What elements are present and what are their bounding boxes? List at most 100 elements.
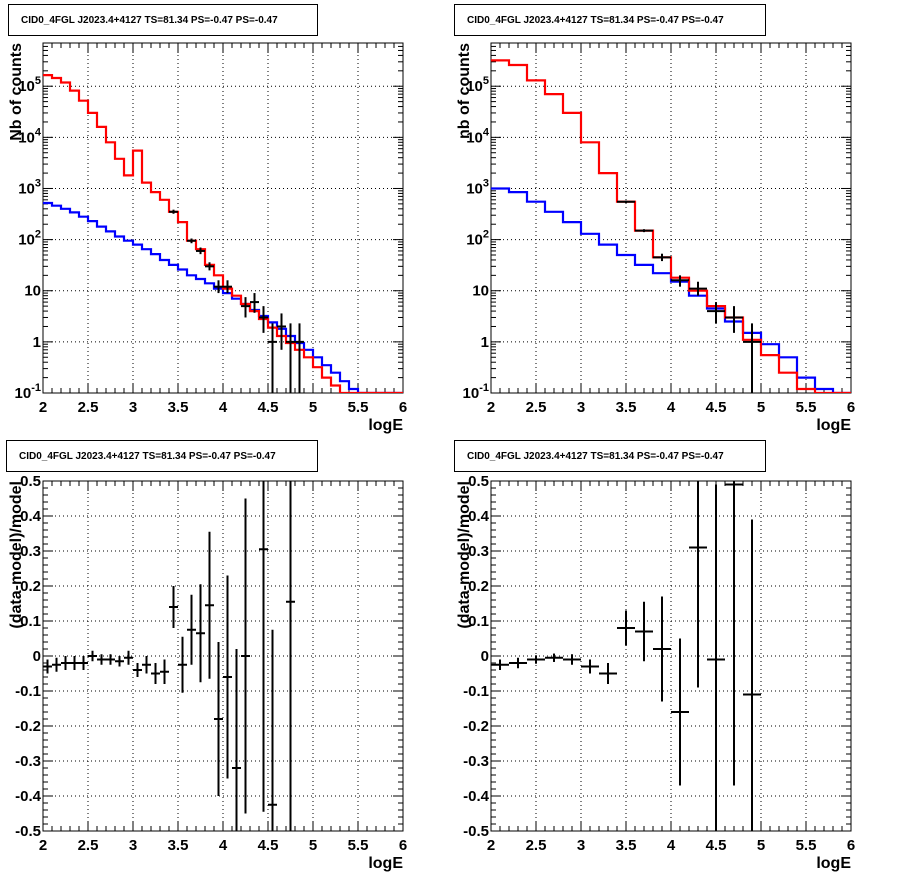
data-point — [286, 323, 295, 393]
residual-point — [43, 659, 52, 674]
residual-point — [653, 596, 671, 702]
x-tick-label: 3 — [577, 399, 585, 416]
y-tick-label: 105 — [18, 75, 41, 95]
data-point — [707, 302, 725, 324]
y-tick-label-exp: 2 — [483, 229, 489, 241]
chart-panel-2: 2 2.5 3 3.5 4 4.5 5 5.5 610-1110102103104105logE… — [456, 42, 855, 434]
x-axis-label: logE — [368, 417, 403, 434]
x-tick-label: 6 — [847, 837, 855, 854]
y-tick-label-base: 10 — [463, 385, 480, 402]
y-tick-label-base: 10 — [466, 180, 483, 197]
y-tick-label-exp: 3 — [35, 177, 41, 189]
x-tick-label: 3 — [129, 837, 137, 854]
y-tick-label: 1 — [481, 334, 489, 351]
panel-3-title: CID0_4FGL J2023.4+4127 TS=81.34 PS=-0.47… — [6, 440, 318, 472]
residual-point — [491, 659, 509, 670]
residual-point — [689, 481, 707, 688]
x-tick-label: 5 — [309, 399, 317, 416]
residual-point — [61, 656, 70, 670]
histogram-series — [43, 74, 403, 393]
chart-panel-3: 2 2.5 3 3.5 4 4.5 5 5.5 6 -0.5 -0.4 -0.3 -0.2 -0.1 0 0.… — [8, 473, 407, 872]
residual-point — [599, 663, 617, 684]
data-point — [653, 253, 671, 262]
residual-point — [214, 642, 223, 796]
residual-point — [241, 498, 250, 814]
residual-point — [133, 663, 142, 677]
residual-point — [205, 531, 214, 679]
y-tick-label: 0 — [33, 648, 41, 665]
y-tick-label: 0.4 — [468, 508, 490, 525]
x-tick-label: 2.5 — [526, 399, 547, 416]
chart-panel-4: 2 2.5 3 3.5 4 4.5 5 5.5 6 -0.5 -0.4 -0.3 -0.2 -0.1 0 0.… — [456, 473, 855, 872]
y-tick-label: -0.4 — [15, 788, 42, 805]
x-tick-label: 2.5 — [78, 399, 99, 416]
y-tick-label: 0 — [481, 648, 489, 665]
data-point — [617, 200, 635, 203]
y-tick-label-exp: 4 — [35, 126, 42, 138]
x-tick-label: 4 — [219, 399, 228, 416]
data-point — [205, 262, 214, 271]
y-tick-label: 0.3 — [20, 543, 41, 560]
residual-point — [160, 659, 169, 684]
data-point — [187, 238, 196, 244]
y-tick-label-exp: -1 — [31, 382, 41, 394]
x-tick-label: 5.5 — [796, 399, 817, 416]
data-point — [169, 209, 178, 214]
y-tick-label: 0.3 — [468, 543, 489, 560]
chart-panel-1: 2 2.5 3 3.5 4 4.5 5 5.5 610-1110102103104105logE… — [8, 42, 407, 434]
x-tick-label: 2.5 — [526, 837, 547, 854]
data-point — [241, 297, 250, 318]
y-tick-label-exp: 5 — [35, 75, 41, 87]
x-tick-label: 5.5 — [348, 399, 369, 416]
residual-point — [178, 636, 187, 693]
x-axis-label: logE — [816, 855, 851, 872]
y-tick-label: -0.2 — [463, 718, 489, 735]
residual-point — [581, 659, 599, 674]
y-tick-label-base: 10 — [18, 78, 35, 95]
y-tick-label: 0.2 — [20, 578, 41, 595]
residual-point — [88, 650, 97, 662]
y-tick-label: 0.5 — [468, 473, 489, 490]
x-tick-label: 6 — [399, 837, 407, 854]
x-tick-label: 3.5 — [168, 837, 189, 854]
residual-point — [545, 653, 563, 662]
y-tick-label: -0.3 — [463, 753, 489, 770]
y-tick-label: -0.2 — [15, 718, 41, 735]
y-axis-label: Nb of counts — [8, 43, 25, 141]
plot-area — [43, 481, 295, 831]
residual-point — [142, 656, 151, 674]
y-tick-label-base: 10 — [18, 129, 35, 146]
data-point — [743, 323, 761, 393]
y-tick-label: 104 — [18, 126, 42, 146]
data-point — [671, 275, 689, 287]
residual-point — [124, 650, 133, 665]
y-tick-label: -0.5 — [463, 823, 489, 840]
data-point — [259, 306, 268, 333]
y-tick-label: 10-1 — [15, 382, 41, 402]
y-tick-label: 102 — [466, 229, 489, 249]
data-point — [223, 280, 232, 294]
residual-point — [635, 601, 653, 662]
residual-point — [223, 575, 232, 779]
residual-point — [286, 481, 295, 831]
residual-point — [268, 629, 277, 831]
x-axis-label: logE — [816, 417, 851, 434]
x-tick-label: 4.5 — [706, 837, 727, 854]
y-tick-label-base: 10 — [466, 232, 483, 249]
y-tick-label: 0.4 — [20, 508, 42, 525]
y-tick-label: 0.1 — [468, 613, 489, 630]
data-point — [635, 229, 653, 233]
y-tick-label: -0.3 — [15, 753, 41, 770]
y-tick-label: -0.5 — [15, 823, 41, 840]
x-tick-label: 4.5 — [706, 399, 727, 416]
data-point — [268, 323, 277, 393]
y-tick-label-exp: 4 — [483, 126, 490, 138]
residual-point — [232, 649, 241, 831]
x-tick-label: 4 — [219, 837, 228, 854]
x-tick-label: 4 — [667, 399, 676, 416]
y-tick-label: -0.1 — [463, 683, 489, 700]
y-tick-label: 10 — [24, 283, 41, 300]
x-tick-label: 2 — [39, 837, 47, 854]
residual-point — [527, 655, 545, 664]
x-tick-label: 6 — [847, 399, 855, 416]
